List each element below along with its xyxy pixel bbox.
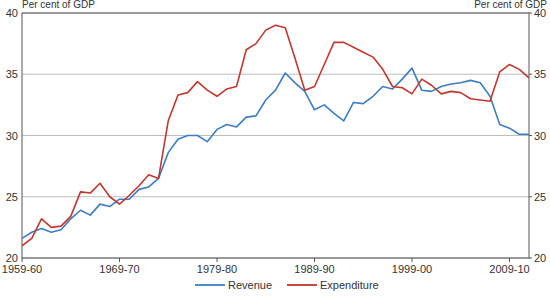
x-tick-label: 1989-90 bbox=[294, 263, 334, 275]
x-tick-label: 1979-80 bbox=[197, 263, 237, 275]
grid-line bbox=[22, 135, 529, 136]
y-tick-label: 40 bbox=[6, 7, 18, 19]
line-0 bbox=[22, 68, 529, 238]
x-tick-label: 1999-00 bbox=[392, 263, 432, 275]
x-tick bbox=[314, 258, 315, 262]
y-tick-label: 35 bbox=[6, 68, 18, 80]
y2-tick-label: 20 bbox=[534, 252, 546, 264]
y2-tick-label: 30 bbox=[534, 130, 546, 142]
chart: 20253035402025303540Per cent of GDPPer c… bbox=[0, 0, 550, 296]
y-axis-label: Per cent of GDP bbox=[22, 0, 95, 10]
x-tick bbox=[22, 258, 23, 262]
plot-frame bbox=[22, 13, 529, 258]
legend-label: Expenditure bbox=[320, 279, 379, 291]
grid-line bbox=[22, 74, 529, 75]
legend-swatch bbox=[287, 284, 317, 286]
y-tick-label: 30 bbox=[6, 130, 18, 142]
x-tick-label: 2009-10 bbox=[489, 263, 529, 275]
x-tick bbox=[119, 258, 120, 262]
series-group bbox=[22, 25, 529, 246]
y2-tick-label: 35 bbox=[534, 68, 546, 80]
y-tick-label: 25 bbox=[6, 191, 18, 203]
x-tick bbox=[509, 258, 510, 262]
grid-line bbox=[22, 196, 529, 197]
y2-tick-label: 25 bbox=[534, 191, 546, 203]
legend-swatch bbox=[195, 284, 225, 286]
x-tick bbox=[217, 258, 218, 262]
legend-label: Revenue bbox=[228, 279, 272, 291]
x-tick-label: 1969-70 bbox=[99, 263, 139, 275]
x-tick bbox=[412, 258, 413, 262]
x-tick-label: 1959-60 bbox=[2, 263, 42, 275]
line-1 bbox=[22, 25, 529, 246]
y2-axis-label: Per cent of GDP bbox=[474, 0, 547, 10]
